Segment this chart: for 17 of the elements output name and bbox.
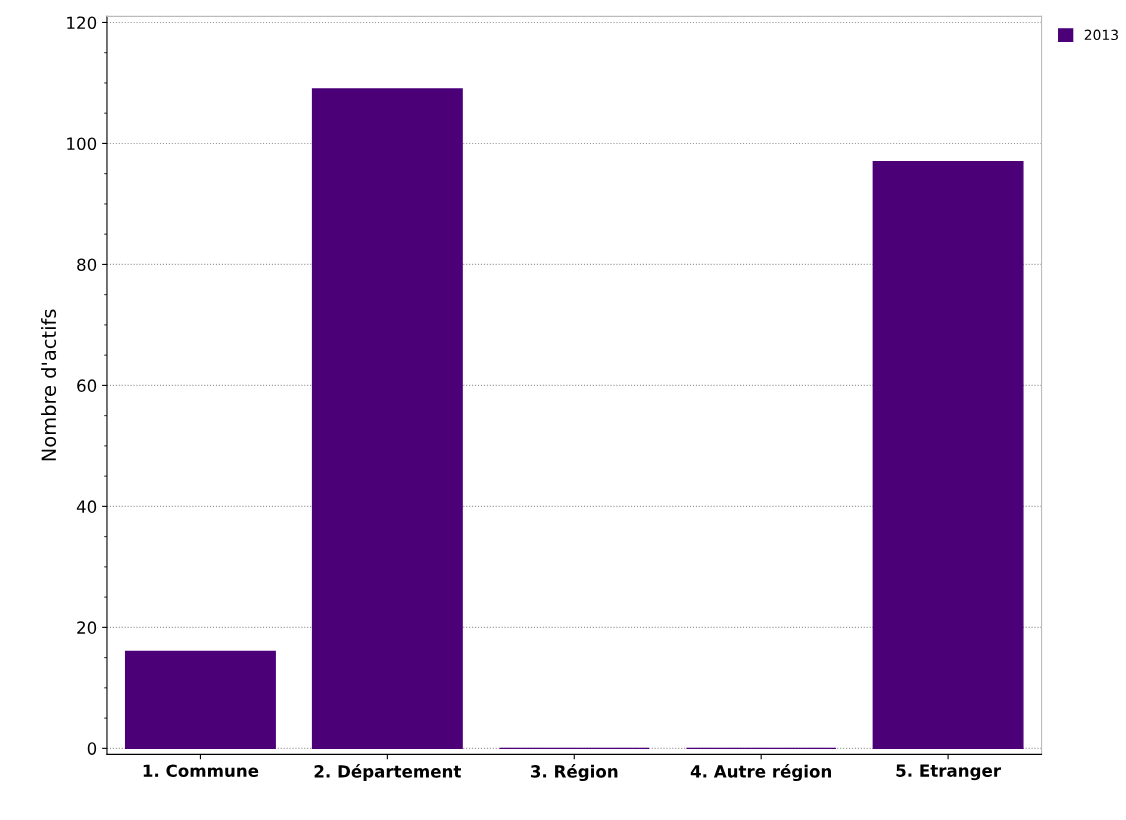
y-tick-label: 80	[77, 258, 97, 271]
x-tick-label: 2. Département	[314, 764, 461, 781]
x-tick-label: 1. Commune	[143, 764, 259, 778]
x-tick-label: 5. Etranger	[896, 764, 1001, 781]
y-tick-label: 40	[76, 500, 97, 513]
y-tick-label: 100	[67, 137, 97, 150]
y-tick-label: 0	[87, 742, 97, 755]
legend-label: 2013	[1084, 29, 1118, 41]
y-tick-label: 20	[77, 621, 97, 634]
bar	[311, 88, 463, 750]
x-tick-label: 4. Autre région	[690, 764, 832, 782]
x-tick-label: 3. Région	[530, 764, 618, 782]
y-tick-label: 60	[77, 379, 97, 392]
bar	[124, 650, 276, 750]
y-tick-label: 120	[67, 16, 97, 30]
y-axis-title: Nombre d'actifs	[41, 309, 57, 461]
bar	[872, 160, 1024, 750]
